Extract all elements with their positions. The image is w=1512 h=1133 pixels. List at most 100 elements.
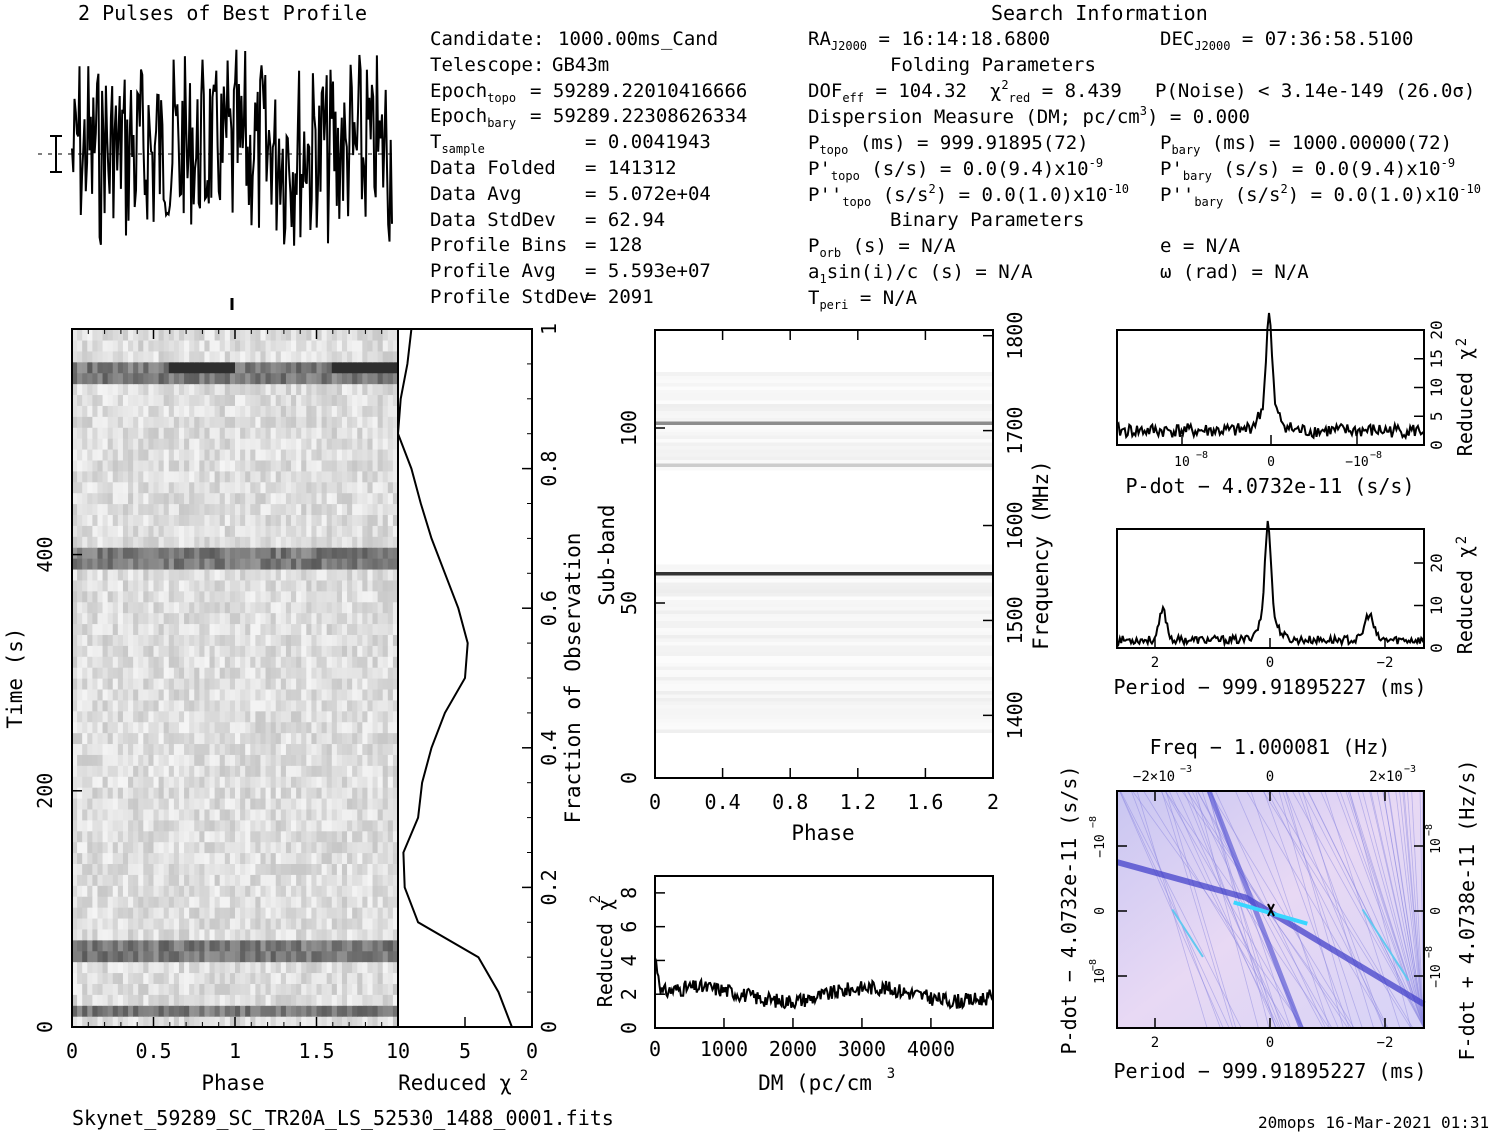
heat-cell [87,841,93,854]
heat-cell [204,874,211,886]
heat-cell [270,667,277,679]
heat-cell [311,612,318,625]
heat-cell [387,416,394,428]
heat-cell [97,339,104,352]
heat-cell [224,656,231,668]
heat-cell [153,667,160,679]
heat-cell [296,863,302,875]
heat-cell [270,339,277,352]
heat-cell [245,667,251,679]
heat-cell [235,1016,241,1028]
heat-cell [219,601,226,614]
heat-cell [362,830,369,843]
heat-cell [107,590,114,603]
subband-row [655,421,993,425]
y-axis-label: Reduced χ [1453,348,1477,456]
heat-cell [168,754,175,766]
heat-cell [280,710,287,723]
heat-cell [224,438,231,450]
heat-cell [270,754,277,766]
heat-cell [229,525,236,537]
heat-cell [138,721,144,734]
heat-cell [311,525,318,537]
heat-cell [92,623,99,635]
heat-cell [92,667,99,679]
heat-cell [280,994,287,1006]
heat-cell [133,459,139,472]
heat-cell [112,961,119,974]
heat-cell [87,536,93,548]
heat-cell [92,361,99,374]
heat-cell [392,427,399,439]
heat-cell [219,634,226,646]
heat-cell [285,448,292,461]
heat-cell [194,732,200,745]
heat-cell [107,547,114,559]
heat-cell [301,983,307,995]
heat-cell [209,547,216,559]
heat-cell [173,819,180,832]
heat-cell [72,1016,78,1028]
heat-cell [336,416,343,428]
binary-header: Binary Parameters [890,209,1085,231]
heat-cell [138,830,144,843]
heat-cell [372,710,379,723]
heat-cell [316,601,323,614]
heat-cell [184,787,190,799]
heat-cell [178,808,185,821]
heat-cell [77,874,83,886]
heat-cell [184,765,190,777]
heat-cell [209,459,216,472]
heat-cell [138,874,144,886]
heat-cell [382,612,389,625]
x-tick-label: 10 [386,1039,410,1063]
heat-cell [311,972,318,984]
heat-cell [112,819,119,832]
heat-cell [270,492,277,505]
heat-cell [372,863,379,875]
heat-cell [285,928,292,941]
heat-cell [285,470,292,483]
heat-cell [382,776,389,788]
heat-cell [112,928,119,941]
heat-cell [194,852,200,865]
heat-cell [189,350,195,363]
heat-cell [240,1005,246,1017]
heat-cell [189,917,195,930]
heat-cell [240,852,246,865]
heat-cell [214,481,221,494]
heat-cell [82,928,88,941]
heat-cell [122,808,129,821]
heat-cell [321,743,328,755]
heat-cell [199,601,206,614]
heat-cell [138,797,144,810]
heat-cell [209,448,216,461]
heat-cell [296,972,302,984]
heat-cell [357,852,363,865]
heat-cell [107,776,114,788]
heat-cell [362,536,369,548]
subband-row [655,403,993,408]
heat-cell [82,667,88,679]
heat-cell [316,1016,323,1028]
heat-cell [117,350,124,363]
heat-cell [285,896,292,908]
heat-cell [392,928,399,941]
heat-cell [112,405,119,417]
heat-cell [194,797,200,810]
y-axis-label: Reduced χ [1453,546,1477,654]
heat-cell [97,536,104,548]
heat-cell [275,372,282,385]
y2-tick-label: 10 [1429,838,1444,854]
heat-cell [184,645,190,657]
heat-cell [87,961,93,974]
heat-cell [250,448,256,461]
heat-cell [214,416,221,428]
heat-cell [214,699,221,712]
heat-cell [280,808,287,821]
heat-cell [270,732,277,745]
heat-cell [72,481,78,494]
heat-cell [250,394,256,406]
heat-cell [362,907,369,919]
heat-cell [326,416,333,428]
